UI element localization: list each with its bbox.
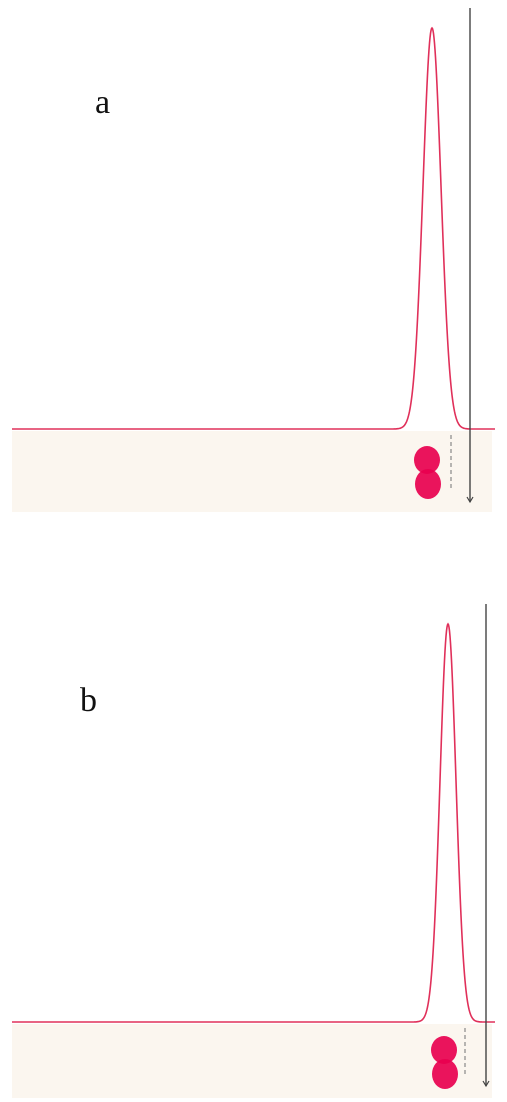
stained-spot-upper-a — [414, 446, 440, 474]
stained-spot-upper-b — [431, 1036, 457, 1064]
density-trace-b — [12, 622, 495, 1023]
stained-spot-lower-b — [432, 1059, 458, 1089]
densitogram-panel-b: b — [0, 598, 507, 1102]
paper-strip-a — [12, 431, 492, 512]
reference-arrowhead-b — [482, 1080, 490, 1088]
reference-arrowhead-a — [466, 496, 474, 504]
stained-spot-b — [431, 1036, 458, 1089]
densitogram-a-svg — [12, 8, 495, 512]
panel-label-b: b — [80, 682, 97, 719]
density-trace-a — [12, 26, 495, 430]
paper-strip-b — [12, 1024, 492, 1098]
densitogram-b-svg — [12, 604, 495, 1098]
stained-spot-lower-a — [415, 469, 441, 499]
panel-label-a: a — [95, 84, 111, 121]
densitogram-panel-a: a — [0, 0, 507, 520]
stained-spot-a — [414, 446, 441, 499]
